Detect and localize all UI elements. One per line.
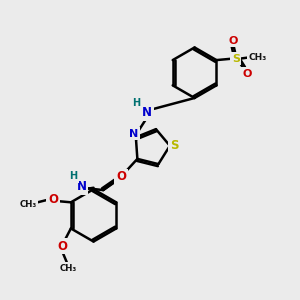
- Text: CH₃: CH₃: [19, 200, 36, 209]
- Text: CH₃: CH₃: [60, 264, 77, 273]
- Text: N: N: [142, 106, 152, 119]
- Text: O: O: [48, 193, 58, 206]
- Text: O: O: [243, 69, 252, 79]
- Text: O: O: [229, 36, 238, 46]
- Text: O: O: [57, 240, 67, 253]
- Text: N: N: [129, 129, 138, 139]
- Text: CH₃: CH₃: [249, 52, 267, 62]
- Text: H: H: [132, 98, 140, 108]
- Text: O: O: [116, 170, 126, 183]
- Text: N: N: [77, 180, 87, 193]
- Text: S: S: [232, 54, 240, 64]
- Text: H: H: [69, 171, 77, 181]
- Text: S: S: [170, 139, 178, 152]
